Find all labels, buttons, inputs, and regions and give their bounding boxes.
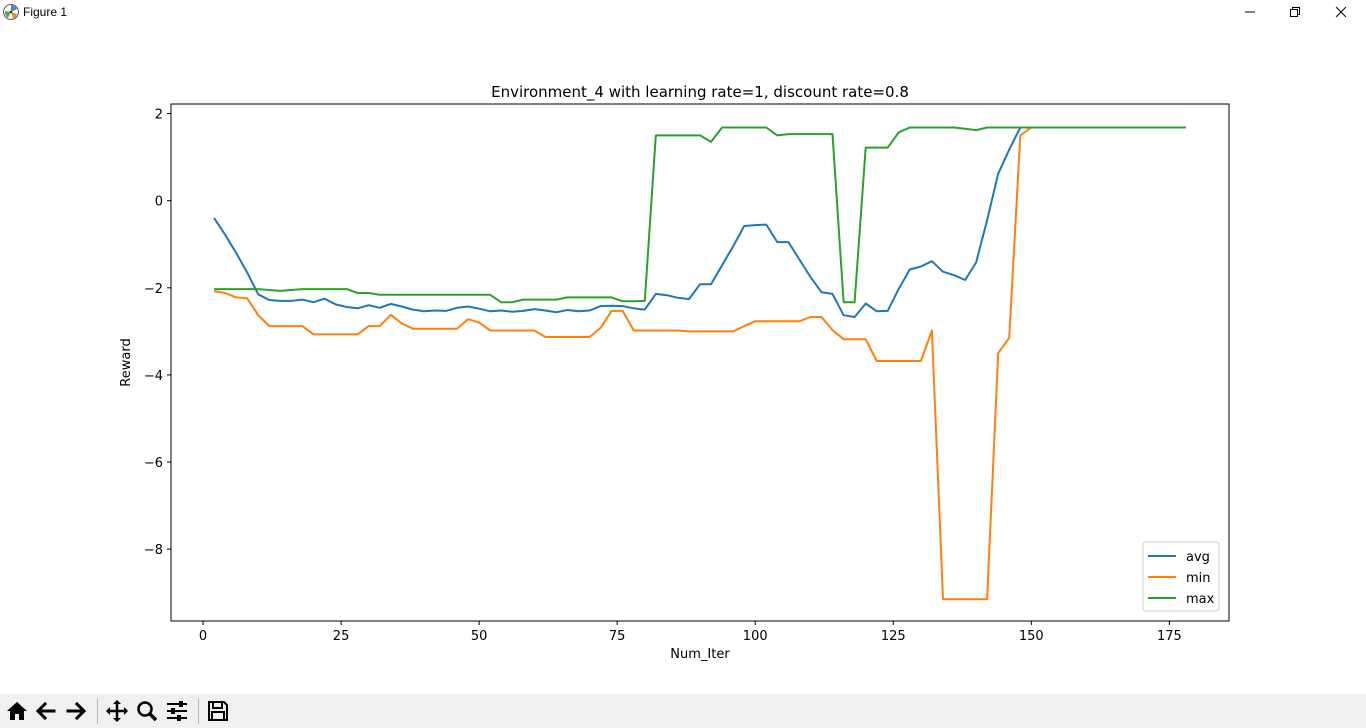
forward-button[interactable] (62, 696, 90, 726)
x-tick-label: 75 (609, 629, 626, 644)
window-title: Figure 1 (23, 5, 68, 19)
restore-icon (1290, 7, 1300, 17)
restore-button[interactable] (1272, 0, 1318, 24)
series-line-min (213, 126, 1186, 601)
x-tick-label: 100 (743, 629, 768, 644)
back-button[interactable] (32, 696, 60, 726)
zoom-button[interactable] (133, 696, 161, 726)
home-icon (7, 702, 27, 720)
save-button[interactable] (204, 696, 232, 726)
series-line-avg (213, 126, 1186, 318)
navigation-toolbar (0, 694, 1366, 728)
figure-canvas[interactable]: 0 25 50 75 100 125 150 175 −8 −6 −4 −2 0 2 Environment… (0, 24, 1366, 694)
x-axis-label: Num_Iter (670, 647, 730, 662)
legend-label-min: min (1186, 571, 1211, 586)
close-button[interactable] (1318, 0, 1364, 24)
sliders-icon (167, 701, 187, 721)
y-tick-label: 0 (155, 195, 163, 210)
move-arrows-icon (106, 700, 128, 722)
series-line-max (214, 126, 1186, 304)
minimize-icon (1245, 11, 1255, 13)
toolbar-separator (198, 698, 199, 724)
chart-title: Environment_4 with learning rate=1, disc… (491, 83, 909, 102)
floppy-disk-icon (208, 701, 228, 721)
close-icon (1335, 6, 1347, 18)
y-tick-label: −4 (144, 369, 163, 384)
arrow-right-icon (66, 701, 87, 721)
y-axis-label: Reward (119, 338, 134, 386)
configure-subplots-button[interactable] (163, 696, 191, 726)
x-tick-label: 150 (1019, 629, 1044, 644)
y-tick-label: 2 (155, 108, 163, 123)
toolbar-separator (97, 698, 98, 724)
y-tick-label: −2 (144, 282, 163, 297)
x-tick-label: 0 (199, 629, 207, 644)
home-button[interactable] (3, 696, 31, 726)
arrow-left-icon (35, 701, 56, 721)
legend-label-avg: avg (1186, 550, 1210, 565)
legend-box (1142, 541, 1220, 612)
y-tick-label: −8 (144, 543, 163, 558)
x-tick-label: 50 (471, 629, 488, 644)
x-tick-label: 175 (1157, 629, 1182, 644)
x-tick-label: 25 (333, 629, 350, 644)
x-tick-label: 125 (881, 629, 906, 644)
legend-label-max: max (1186, 592, 1215, 607)
y-tick-label: −6 (144, 456, 163, 471)
magnifier-icon (137, 701, 158, 722)
axes-frame (170, 103, 1230, 622)
window-titlebar: Figure 1 (0, 0, 1366, 24)
minimize-button[interactable] (1227, 0, 1273, 24)
line-chart: 0 25 50 75 100 125 150 175 −8 −6 −4 −2 0 2 Environment… (119, 83, 1230, 662)
matplotlib-logo-icon (3, 4, 19, 20)
pan-button[interactable] (103, 696, 131, 726)
